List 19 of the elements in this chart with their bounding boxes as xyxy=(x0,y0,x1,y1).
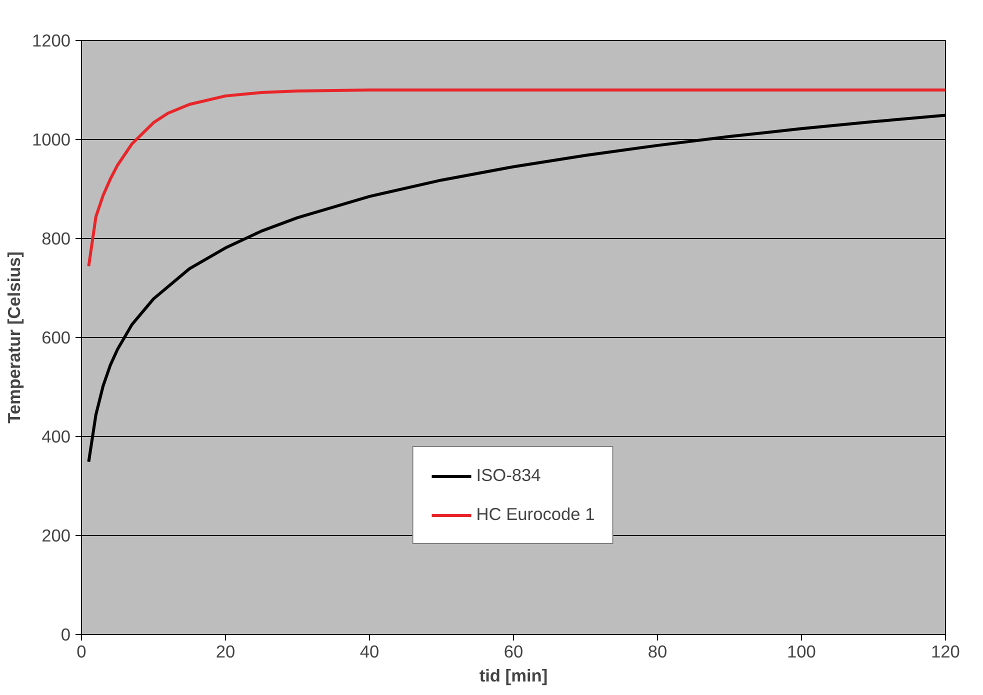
x-tick-label: 120 xyxy=(931,642,960,662)
y-tick-label: 600 xyxy=(42,328,71,348)
x-tick-label: 0 xyxy=(76,642,86,662)
y-axis-title: Temperatur [Celsius] xyxy=(4,251,24,424)
legend-label: ISO-834 xyxy=(476,465,541,486)
legend-label: HC Eurocode 1 xyxy=(476,504,595,525)
line-series xyxy=(87,88,946,268)
x-tick-label: 80 xyxy=(648,642,668,662)
y-tick-label: 0 xyxy=(60,624,71,644)
y-tick-label: 200 xyxy=(42,526,71,546)
x-axis-title: tid [min] xyxy=(479,666,548,686)
y-tick-label: 400 xyxy=(42,426,71,446)
y-tick-label: 1200 xyxy=(32,30,71,50)
x-tick-label: 100 xyxy=(787,642,816,662)
y-tick-label: 1000 xyxy=(32,130,71,150)
y-tick-label: 800 xyxy=(42,228,71,248)
x-tick-label: 60 xyxy=(504,642,524,662)
x-tick-label: 40 xyxy=(360,642,380,662)
x-tick-label: 20 xyxy=(216,642,236,662)
